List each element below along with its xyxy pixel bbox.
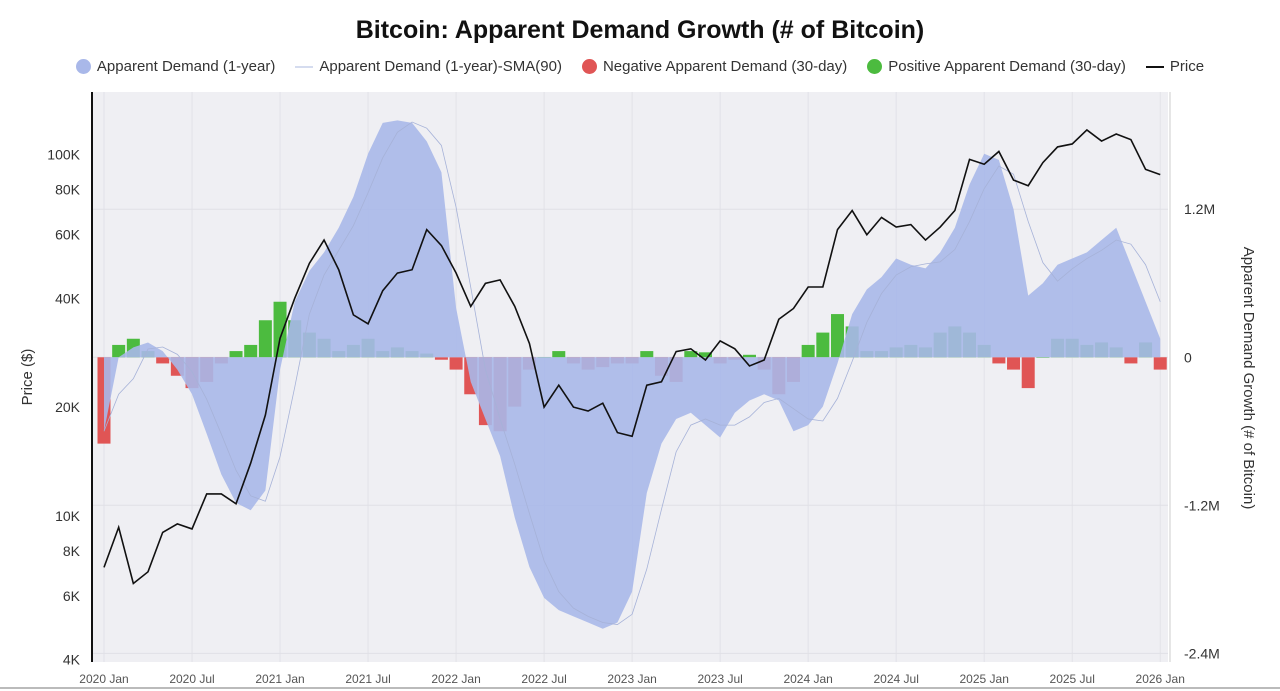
- negative-demand-bar: [1124, 357, 1138, 364]
- x-tick-label: 2026 Jan: [1136, 672, 1185, 686]
- x-tick-label: 2022 Jan: [431, 672, 480, 686]
- sma-line: [103, 121, 1161, 625]
- positive-demand-bar: [640, 351, 654, 358]
- legend-label: Apparent Demand (1-year)-SMA(90): [319, 58, 562, 75]
- y-left-tick-label: 80K: [55, 182, 81, 198]
- x-tick-label: 2024 Jan: [783, 672, 832, 686]
- y-right-tick-label: -2.4M: [1184, 645, 1220, 661]
- positive-demand-bar: [684, 351, 698, 358]
- y-left-tick-label: 60K: [55, 227, 81, 243]
- x-tick-label: 2025 Jan: [960, 672, 1009, 686]
- positive-demand-bar: [742, 354, 756, 358]
- y-left-tick-label: 4K: [63, 652, 81, 668]
- legend-label: Positive Apparent Demand (30-day): [888, 58, 1126, 75]
- legend-item-price[interactable]: Price: [1145, 58, 1205, 75]
- x-tick-label: 2022 Jul: [521, 672, 566, 686]
- positive-demand-bar: [112, 344, 126, 358]
- legend-swatch: [75, 59, 91, 74]
- y-left-tick-label: 8K: [63, 543, 81, 559]
- negative-demand-bar: [1153, 357, 1167, 370]
- negative-demand-bar: [992, 357, 1006, 364]
- x-tick-label: 2023 Jul: [697, 672, 742, 686]
- legend-item-apparent-demand[interactable]: Apparent Demand (1-year): [75, 58, 276, 75]
- y-right-tick-label: -1.2M: [1184, 497, 1220, 513]
- price-line: [103, 128, 1161, 585]
- x-tick-label: 2024 Jul: [873, 672, 918, 686]
- positive-demand-bar: [698, 352, 712, 358]
- negative-demand-bar: [434, 357, 448, 360]
- left-axis-title: Price ($): [19, 349, 36, 406]
- negative-demand-bar: [449, 357, 463, 370]
- x-tick-label: 2021 Jul: [345, 672, 390, 686]
- positive-demand-bar: [801, 344, 815, 358]
- positive-demand-bar: [244, 344, 258, 358]
- x-tick-label: 2025 Jul: [1050, 672, 1095, 686]
- y-left-tick-label: 20K: [55, 399, 81, 415]
- y-left-tick-label: 40K: [55, 290, 81, 306]
- positive-demand-bar: [258, 320, 272, 358]
- negative-demand-bar: [156, 357, 170, 364]
- legend-swatch: [867, 59, 883, 74]
- apparent-demand-area: [104, 120, 1161, 629]
- legend-label: Apparent Demand (1-year): [96, 58, 276, 75]
- legend-label: Price: [1169, 58, 1205, 75]
- x-tick-label: 2020 Jul: [169, 672, 214, 686]
- legend-item-sma[interactable]: Apparent Demand (1-year)-SMA(90): [295, 58, 562, 75]
- x-tick-label: 2023 Jan: [607, 672, 656, 686]
- legend-swatch: [1145, 65, 1164, 68]
- legend-swatch: [295, 65, 314, 68]
- x-tick-label: 2021 Jan: [255, 672, 304, 686]
- y-right-tick-label: 0: [1184, 349, 1192, 365]
- y-left-tick-label: 6K: [63, 588, 81, 604]
- negative-demand-bar: [1007, 357, 1021, 370]
- positive-demand-bar: [831, 314, 844, 358]
- y-left-tick-label: 100K: [47, 147, 80, 163]
- positive-demand-bar: [273, 301, 287, 358]
- positive-demand-bar: [1036, 357, 1050, 358]
- x-tick-label: 2020 Jan: [79, 672, 128, 686]
- chart-title: Bitcoin: Apparent Demand Growth (# of Bi…: [355, 16, 925, 44]
- y-right-tick-label: 1.2M: [1184, 201, 1215, 217]
- legend: Apparent Demand (1-year) Apparent Demand…: [0, 58, 1280, 75]
- legend-label: Negative Apparent Demand (30-day): [602, 58, 848, 75]
- legend-item-negative[interactable]: Negative Apparent Demand (30-day): [581, 58, 848, 75]
- positive-demand-bar: [229, 351, 243, 358]
- right-axis-title: Apparent Demand Growth (# of Bitcoin): [1240, 247, 1257, 510]
- negative-demand-bar: [1021, 357, 1035, 389]
- y-left-tick-label: 10K: [55, 508, 81, 524]
- positive-demand-bar: [816, 332, 830, 358]
- legend-swatch: [581, 59, 597, 74]
- legend-item-positive[interactable]: Positive Apparent Demand (30-day): [867, 58, 1126, 75]
- positive-demand-bar: [552, 351, 566, 358]
